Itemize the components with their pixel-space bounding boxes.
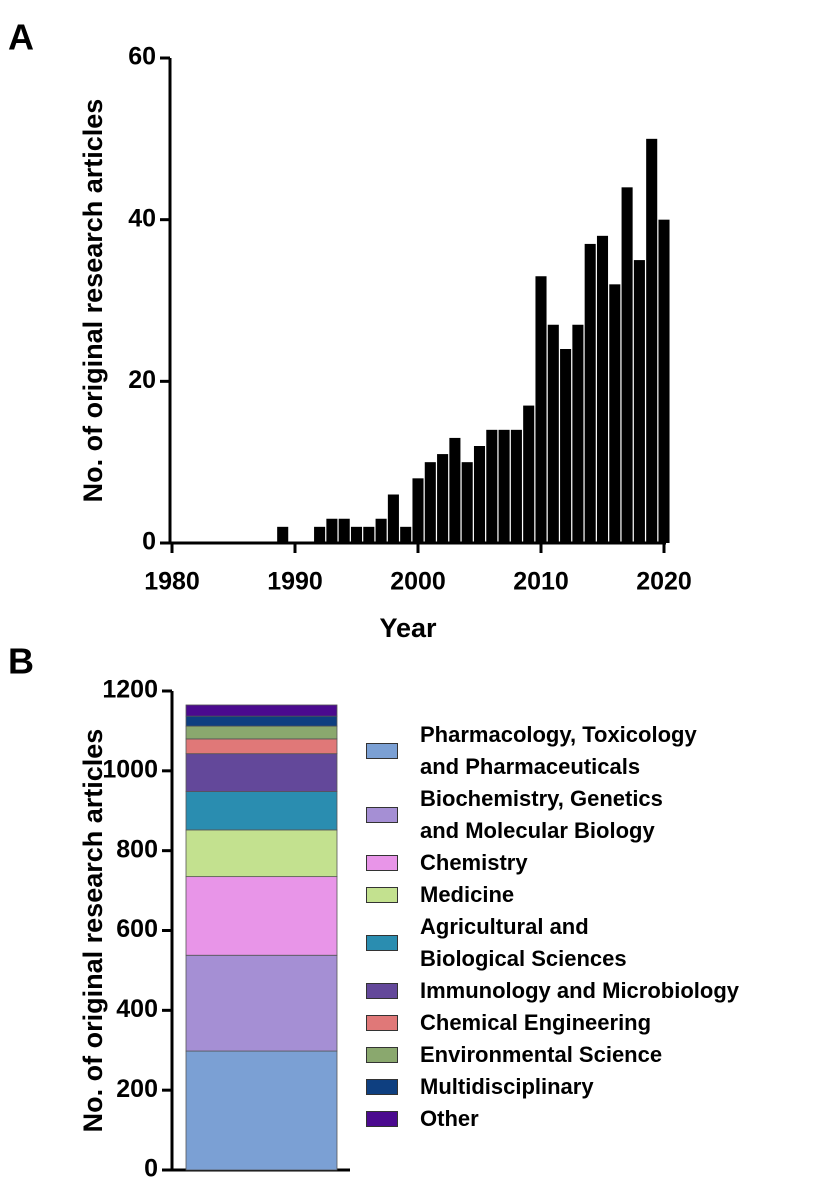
legend-item: Environmental Science <box>366 1039 739 1071</box>
legend-label: Immunology and Microbiology <box>420 978 739 1003</box>
legend-item: Pharmacology, Toxicology and Pharmaceuti… <box>366 719 739 783</box>
bar-segment <box>185 829 338 878</box>
legend-swatch <box>366 1079 398 1095</box>
legend: Pharmacology, Toxicology and Pharmaceuti… <box>366 719 739 1135</box>
bar <box>461 462 473 543</box>
bar <box>486 429 498 543</box>
legend-label: Agricultural and Biological Sciences <box>420 914 627 971</box>
y-tick-label: 20 <box>128 366 156 394</box>
bar <box>437 454 449 543</box>
legend-label: Multidisciplinary <box>420 1074 594 1099</box>
bar-segment <box>185 1050 338 1171</box>
legend-label: Chemistry <box>420 850 528 875</box>
bar <box>473 446 486 543</box>
bar <box>412 478 424 543</box>
y-tick-label: 200 <box>116 1075 158 1103</box>
bar <box>277 526 289 543</box>
bar-segment <box>185 791 338 831</box>
x-tick-label: 2000 <box>390 568 446 596</box>
x-tick-label: 1990 <box>267 568 323 596</box>
legend-swatch <box>366 1015 398 1031</box>
bar <box>633 260 645 543</box>
legend-label: Pharmacology, Toxicology and Pharmaceuti… <box>420 722 697 779</box>
bar <box>363 526 375 543</box>
bar <box>350 526 363 543</box>
bar-segment <box>185 753 338 792</box>
bar <box>510 429 522 543</box>
bar <box>375 518 387 543</box>
bar <box>326 518 338 543</box>
bar <box>621 187 633 544</box>
legend-item: Biochemistry, Genetics and Molecular Bio… <box>366 783 739 847</box>
legend-item: Agricultural and Biological Sciences <box>366 911 739 975</box>
legend-swatch <box>366 1111 398 1127</box>
y-axis-title: No. of original research articles <box>78 729 108 1133</box>
legend-label: Environmental Science <box>420 1042 663 1067</box>
legend-swatch <box>366 1047 398 1063</box>
legend-swatch <box>366 935 398 951</box>
legend-swatch <box>366 855 398 871</box>
bar <box>449 437 461 543</box>
legend-label: Other <box>420 1106 479 1131</box>
x-tick-label: 2010 <box>513 568 569 596</box>
legend-swatch <box>366 887 398 903</box>
y-tick-label: 600 <box>116 915 158 943</box>
y-tick-label: 800 <box>116 835 158 863</box>
bar <box>584 243 596 543</box>
bar-segment <box>185 954 338 1052</box>
x-axis-title: Year <box>379 613 437 643</box>
bar <box>609 284 621 543</box>
y-axis-title: No. of original research articles <box>78 99 108 503</box>
legend-label: Medicine <box>420 882 515 907</box>
bar <box>387 494 399 543</box>
bar-segment <box>185 715 338 727</box>
y-tick-label: 0 <box>144 1155 158 1183</box>
panel-label: B <box>8 641 34 682</box>
bar <box>596 235 609 544</box>
legend-item: Medicine <box>366 879 739 911</box>
bar <box>535 276 547 543</box>
legend-item: Multidisciplinary <box>366 1071 739 1103</box>
x-tick-label: 1980 <box>144 568 200 596</box>
y-tick-label: 40 <box>128 204 156 232</box>
bar <box>498 429 510 543</box>
bar <box>646 138 658 544</box>
y-tick-label: 1000 <box>102 755 158 783</box>
legend-item: Immunology and Microbiology <box>366 975 739 1007</box>
y-tick-label: 1200 <box>102 676 158 704</box>
bar-segment <box>185 876 338 956</box>
bar <box>338 518 350 543</box>
legend-item: Chemistry <box>366 847 739 879</box>
bar-segment <box>185 704 338 717</box>
legend-item: Other <box>366 1103 739 1135</box>
legend-item: Chemical Engineering <box>366 1007 739 1039</box>
legend-swatch <box>366 743 398 759</box>
x-tick-label: 2020 <box>636 568 692 596</box>
bar-segment <box>185 725 338 740</box>
legend-swatch <box>366 983 398 999</box>
bar <box>572 324 584 543</box>
bar <box>400 526 412 543</box>
legend-label: Chemical Engineering <box>420 1010 652 1035</box>
bar <box>424 462 436 543</box>
bar-segment <box>185 738 338 755</box>
bar <box>560 349 572 543</box>
y-tick-label: 0 <box>142 528 156 556</box>
bar <box>547 324 559 543</box>
bar <box>314 526 326 543</box>
legend-swatch <box>366 807 398 823</box>
y-tick-label: 400 <box>116 995 158 1023</box>
y-tick-label: 60 <box>128 43 156 71</box>
legend-label: Biochemistry, Genetics and Molecular Bio… <box>420 786 663 843</box>
bar <box>658 219 670 543</box>
panel-label: A <box>8 17 34 58</box>
bar <box>523 405 535 543</box>
